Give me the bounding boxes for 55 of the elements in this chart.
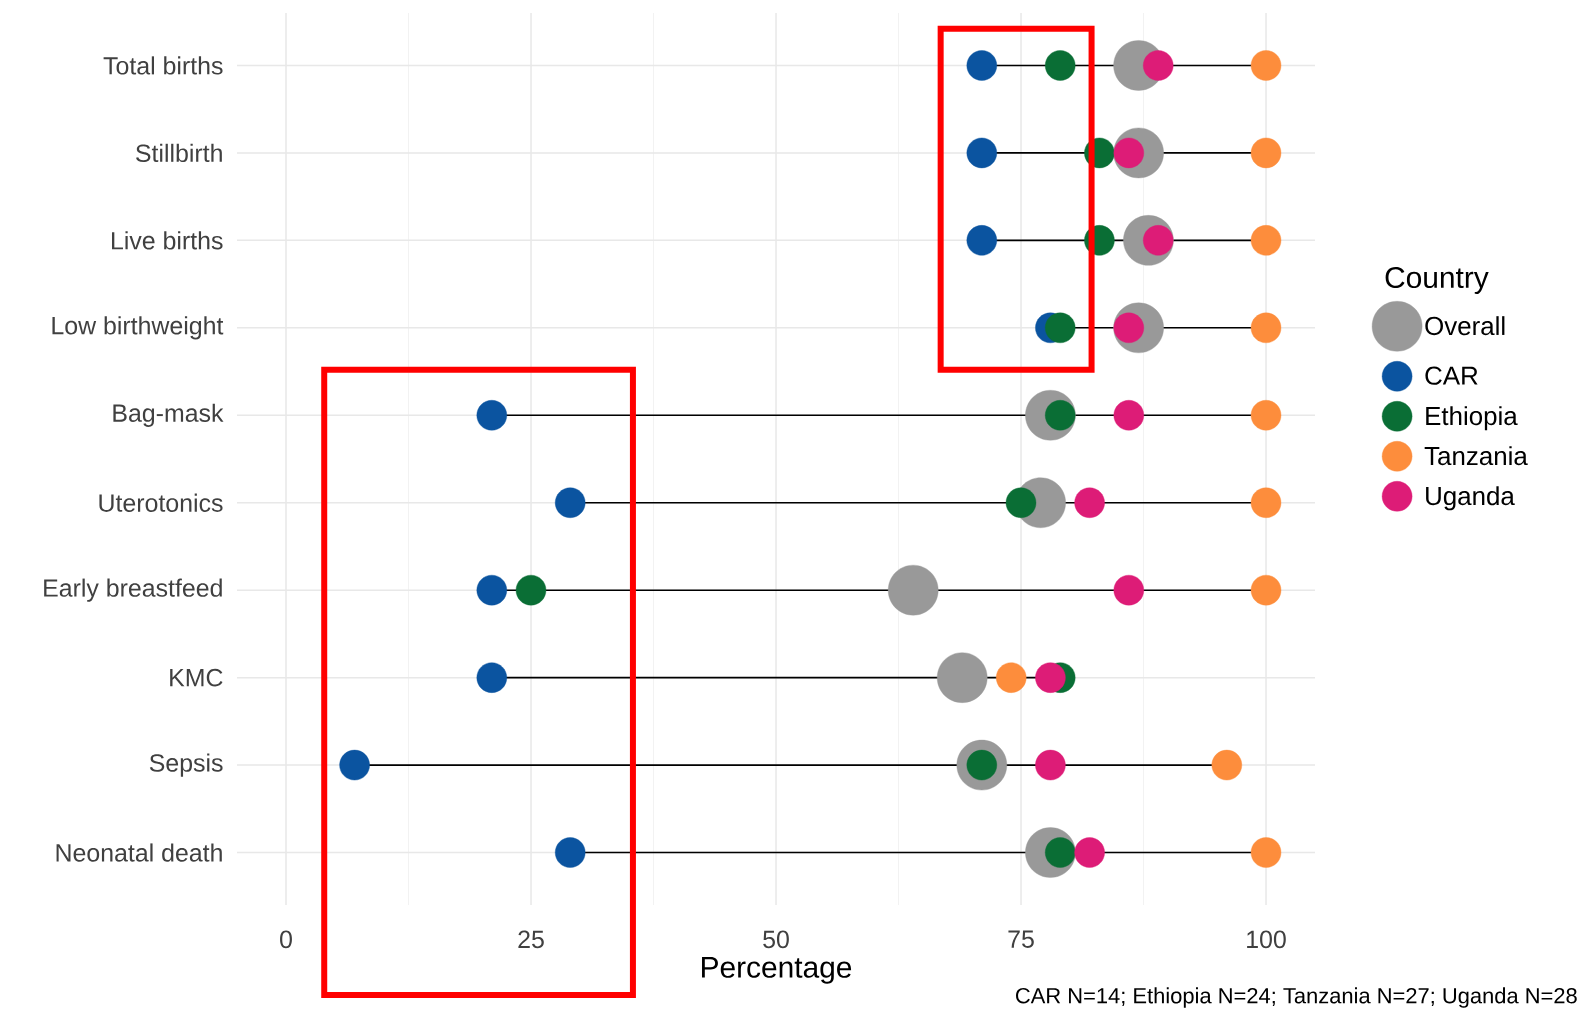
point [476,400,507,431]
point [1250,837,1282,868]
point [966,225,998,256]
point [1005,487,1037,518]
legend-label: Uganda [1426,486,1515,511]
point [937,652,988,703]
point [555,487,586,518]
point [1211,749,1243,781]
x-tick-label: 100 [1247,930,1286,949]
y-tick-label: Uterotonics [99,493,223,512]
point [1250,50,1282,81]
y-tick-label: Early breastfeed [44,578,222,602]
point [966,50,998,81]
point [1045,312,1076,344]
point [1074,837,1105,868]
point [339,749,370,781]
y-tick-label: KMC [170,668,223,687]
x-axis-title: Percentage [702,957,852,984]
point [515,574,547,606]
point [1250,137,1282,169]
legend-title: Country [1385,266,1489,295]
point [1074,487,1105,518]
legend-label: Ethiopia [1426,406,1518,431]
point [1035,749,1066,781]
point [476,574,507,606]
point [476,662,507,693]
point [1035,662,1066,693]
point [966,137,998,169]
point [1250,400,1282,431]
point [1113,574,1145,606]
point [1250,487,1282,518]
text: CAR N=14; Ethiopia N=24; Tanzania N=27; Uganda N=28 [1016,987,1577,1008]
x-tick-label: 0 [280,930,292,949]
x-tick-label: 50 [763,930,789,949]
point [1250,574,1282,606]
y-tick-label: Stillbirth [136,143,222,163]
legend-label: Tanzania [1424,446,1528,466]
y-tick-label: Live births [112,231,223,250]
legend-label: Overall [1425,316,1505,336]
x-tick-label: 25 [518,930,544,949]
legend-label: CAR [1425,366,1478,385]
x-tick-label: 75 [1008,930,1034,948]
y-tick-label: Total births [103,56,223,75]
point [888,564,939,616]
point [555,837,586,868]
y-tick-label: Neonatal death [56,843,222,862]
y-tick-label: Bag-mask [113,403,224,427]
y-tick-label: Low birthweight [52,316,224,340]
point [1250,225,1282,256]
point [1113,400,1145,431]
point [1143,50,1174,81]
point [1045,50,1076,81]
point [996,662,1027,693]
point [1250,312,1282,344]
y-tick-label: Sepsis [149,753,223,777]
